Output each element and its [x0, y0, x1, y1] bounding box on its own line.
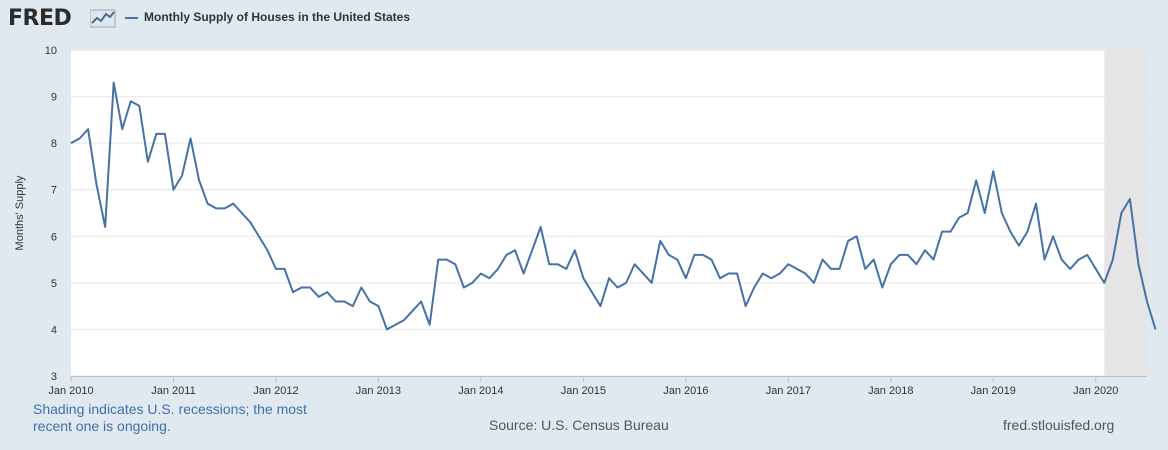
x-tick-label: Jan 2013	[356, 385, 401, 397]
x-tick-label: Jan 2015	[561, 385, 606, 397]
fred-chart-icon	[90, 9, 116, 28]
recession-shading-layer	[1104, 50, 1147, 376]
y-tick-label: 3	[51, 371, 57, 383]
y-tick-label: 10	[45, 45, 57, 57]
y-tick-label: 7	[51, 185, 57, 197]
legend-series-title[interactable]: Monthly Supply of Houses in the United S…	[144, 10, 411, 24]
y-tick-label: 8	[51, 138, 57, 150]
y-tick-label: 9	[51, 92, 57, 104]
axis-layer: 3 4 5 6 7 8 9 10 Jan 2010 Jan 2011 Jan 2012 Jan 201…	[45, 45, 1147, 397]
x-tick-label: Jan 2012	[253, 385, 298, 397]
x-tick-label: Jan 2017	[766, 385, 811, 397]
series-line[interactable]	[70, 81, 1157, 331]
x-tick-label: Jan 2010	[48, 385, 93, 397]
series-layer	[70, 81, 1157, 331]
legend-swatch	[125, 17, 138, 19]
source-text: Source: U.S. Census Bureau	[489, 417, 669, 433]
y-tick-label: 6	[51, 231, 57, 243]
site-link[interactable]: fred.stlouisfed.org	[1003, 417, 1115, 433]
x-tick-label: Jan 2014	[458, 385, 503, 397]
recession-shading	[1104, 50, 1147, 376]
x-tick-label: Jan 2019	[971, 385, 1016, 397]
x-tick-label: Jan 2020	[1073, 385, 1118, 397]
x-tick-label: Jan 2016	[663, 385, 708, 397]
recession-note: Shading indicates U.S. recessions; the m…	[33, 401, 307, 434]
y-tick-label: 4	[51, 324, 57, 336]
x-tick-label: Jan 2018	[868, 385, 913, 397]
x-tick-label: Jan 2011	[151, 385, 195, 397]
fred-logo[interactable]: FRED	[8, 6, 72, 31]
y-tick-label: 5	[51, 278, 57, 290]
chart-header: FRED Monthly Supply of Houses in the Uni…	[0, 0, 1168, 40]
y-axis-label: Months' Supply	[14, 175, 26, 250]
